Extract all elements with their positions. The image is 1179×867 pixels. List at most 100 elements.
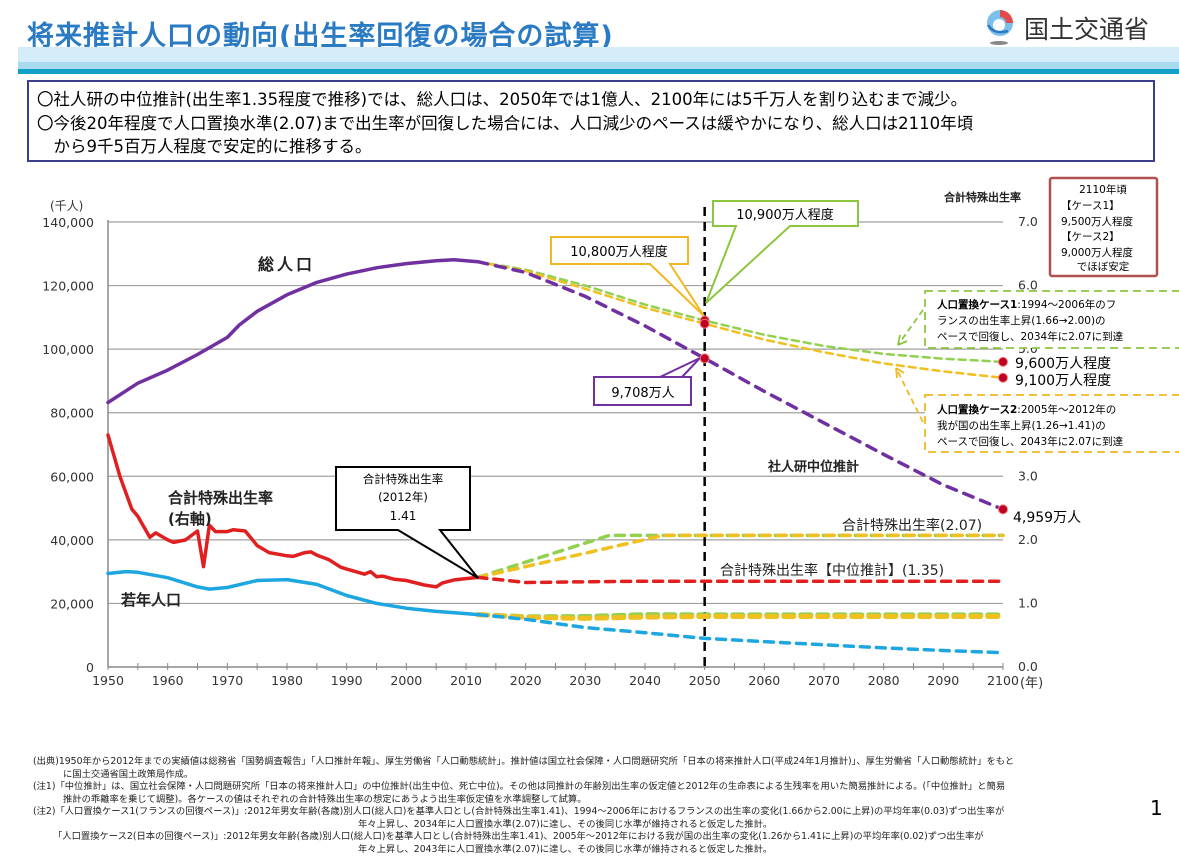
y-right-tick-label: 7.0	[1018, 214, 1038, 229]
box-2110-line: 2110年頃	[1079, 183, 1127, 196]
markers	[699, 315, 1008, 515]
note-line: に国土交通省国土政策局作成。	[63, 768, 194, 780]
page-number: 1	[1150, 796, 1163, 820]
series-line	[476, 260, 1005, 364]
case2-line: ペースで回復し、2043年に2.07に到達	[937, 435, 1124, 448]
tfr-label: 合計特殊出生率	[167, 489, 273, 507]
x-tick-label: 2100	[987, 673, 1019, 688]
svg-text:人口置換ケース2:2005年～2012年の: 人口置換ケース2:2005年～2012年の	[937, 403, 1116, 416]
x-tick-label: 2080	[868, 673, 900, 688]
y-right-tick-label: 6.0	[1018, 278, 1038, 293]
series-line	[476, 260, 1005, 380]
box-2110-line: 【ケース1】	[1061, 200, 1120, 212]
case1-line: ペースで回復し、2034年に2.07に到達	[937, 330, 1124, 343]
label-4959: 4,959万人	[1013, 510, 1081, 526]
x-tick-label: 1970	[211, 673, 243, 688]
note-line: 「人口置換ケース2(日本の回復ペース)」:2012年男女年齢(各歳)別人口(総人…	[53, 831, 984, 842]
x-tick-label: 2020	[510, 673, 542, 688]
case1-title: 人口置換ケース1	[937, 298, 1017, 311]
tfr-135-label: 合計特殊出生率【中位推計】(1.35)	[720, 562, 944, 579]
callout-line: 合計特殊出生率	[363, 472, 444, 486]
y-left-tick-label: 80,000	[50, 406, 94, 421]
y-right-tick-label: 0.0	[1018, 659, 1038, 674]
box-2110-line: 9,000万人程度	[1061, 246, 1134, 259]
callout-10900: 10,900万人程度	[705, 200, 859, 304]
box-2110: 2110年頃 【ケース1】 9,500万人程度 【ケース2】 9,000万人程度…	[1048, 176, 1159, 278]
y-left-tick-label: 40,000	[50, 533, 94, 548]
data-point-marker	[998, 356, 1008, 367]
series-line	[106, 258, 480, 405]
x-tick-label: 2050	[689, 673, 721, 688]
series-line	[476, 533, 1005, 580]
title-band-dark	[18, 69, 1179, 74]
callout-text: 10,800万人程度	[570, 244, 668, 260]
svg-text:人口置換ケース1:1994～2006年のフ: 人口置換ケース1:1994～2006年のフ	[937, 298, 1116, 311]
x-tick-label: 1980	[271, 673, 303, 688]
series-line	[476, 533, 1005, 580]
series-line	[476, 612, 1005, 655]
note-line: (注2)「人口置換ケース1(フランスの回復ペース)」:2012年男女年齢(各歳)…	[33, 806, 1005, 817]
box-2110-line: でほぼ安定	[1077, 260, 1130, 273]
data-point-marker	[699, 353, 710, 364]
tfr-207-label: 合計特殊出生率(2.07)	[842, 517, 982, 534]
x-tick-label: 1960	[152, 673, 184, 688]
note-line: 推計の乖離率を乗じて調整)。各ケースの値はそれぞれの合計特殊出生率の想定にあうよ…	[63, 793, 587, 805]
callout-9708: 9,708万人	[593, 357, 701, 406]
callout-line: 1.41	[390, 509, 417, 523]
label-9600: 9,600万人程度	[1015, 356, 1111, 372]
x-tick-label: 2000	[390, 673, 422, 688]
population-chart: 0 20,000 40,000 60,000 80,000 100,000 120,000 1…	[42, 176, 1179, 691]
summary-line: から9千5百万人程度で安定的に推移する。	[37, 137, 372, 156]
case1-line: :1994～2006年のフ	[1017, 298, 1116, 311]
case2-line: 我が国の出生率上昇(1.26→1.41)の	[937, 419, 1106, 432]
case2-line: :2005年～2012年の	[1017, 403, 1116, 416]
data-point-marker	[998, 372, 1008, 383]
logo-text: 国土交通省	[1024, 15, 1150, 44]
callout-text: 10,900万人程度	[736, 207, 834, 223]
series-line	[106, 433, 480, 589]
box-2110-line: 9,500万人程度	[1061, 215, 1134, 228]
x-tick-label: 2090	[927, 673, 959, 688]
case1-box: 人口置換ケース1:1994～2006年のフ ランスの出生率上昇(1.66→2.0…	[897, 290, 1179, 349]
y-right-tick-label: 3.0	[1018, 468, 1038, 483]
callout-text: 9,708万人	[611, 386, 674, 401]
data-point-marker	[998, 504, 1008, 515]
y-left-tick-label: 20,000	[50, 596, 94, 611]
x-tick-label: 2010	[450, 673, 482, 688]
label-9100: 9,100万人程度	[1015, 373, 1111, 389]
case2-title: 人口置換ケース2	[937, 403, 1017, 416]
box-2110-line: 【ケース2】	[1061, 231, 1120, 243]
ipss-median-label: 社人研中位推計	[767, 459, 859, 475]
series-line	[476, 575, 1005, 585]
callout-line: (2012年)	[378, 490, 428, 504]
y-left-tick-label: 0	[86, 660, 94, 675]
series-line	[106, 569, 480, 617]
note-line: 年々上昇し、2043年に人口置換水準(2.07)に達し、その後同じ水準が維持され…	[358, 843, 773, 855]
y-left-tick-label: 120,000	[42, 279, 94, 294]
y-left-tick-label: 60,000	[50, 469, 94, 484]
note-line: (注1)「中位推計」は、国立社会保障・人口問題研究所「日本の将来推計人口」の中位…	[33, 781, 1006, 792]
y-left-tick-label: 140,000	[42, 215, 94, 230]
page-title: 将来推計人口の動向(出生率回復の場合の試算)	[27, 21, 614, 52]
x-tick-label: 2040	[629, 673, 661, 688]
summary-box: 〇社人研の中位推計(出生率1.35程度で推移)では、総人口は、2050年では1億…	[27, 80, 1155, 162]
left-axis-unit: (千人)	[50, 199, 83, 213]
x-axis-unit: (年)	[1020, 676, 1043, 691]
summary-line: 〇社人研の中位推計(出生率1.35程度で推移)では、総人口は、2050年では1億…	[37, 90, 968, 109]
case2-box: 人口置換ケース2:2005年～2012年の 我が国の出生率上昇(1.26→1.4…	[895, 367, 1179, 453]
y-right-tick-label: 1.0	[1018, 595, 1038, 610]
x-tick-label: 1990	[331, 673, 363, 688]
total-pop-label: 総人口	[258, 255, 315, 274]
note-line: (出典)1950年から2012年までの実績値は総務省「国勢調査報告」「人口推計年…	[33, 756, 1015, 767]
series-lines	[106, 207, 1006, 669]
callout-10800: 10,800万人程度	[550, 236, 705, 317]
data-point-marker	[699, 318, 710, 329]
x-tick-label: 1950	[92, 673, 124, 688]
title-band-mid	[18, 62, 1179, 69]
tfr-right-axis-label: (右軸)	[168, 510, 212, 528]
youth-pop-label: 若年人口	[120, 591, 181, 609]
x-tick-label: 2070	[808, 673, 840, 688]
annotations: (千人) 合計特殊出生率 (年) 総人口 合計特殊出生率 (右軸) 若年人口 社…	[50, 176, 1179, 691]
x-tick-label: 2030	[569, 673, 601, 688]
y-left-tick-label: 100,000	[42, 342, 94, 357]
